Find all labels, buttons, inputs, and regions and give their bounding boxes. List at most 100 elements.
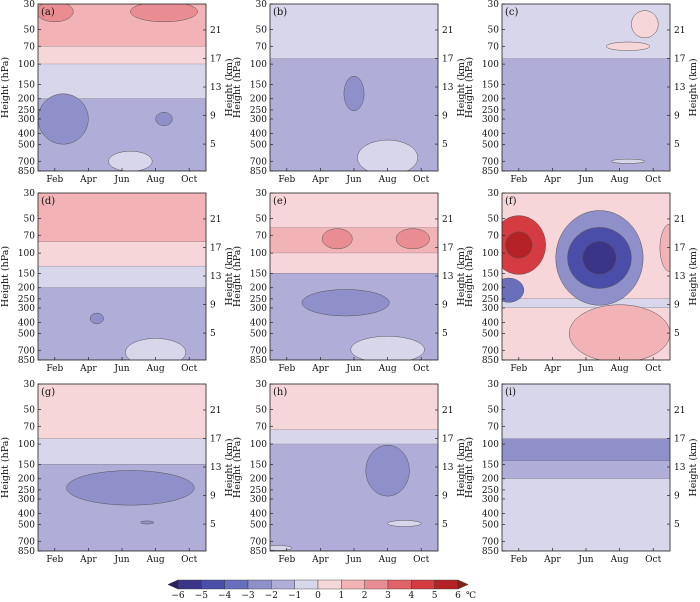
y-tick-label: 500 xyxy=(482,330,499,340)
y-tick-label: 200 xyxy=(18,475,35,485)
y2-tick-label: 21 xyxy=(442,215,453,225)
panel-label: (d) xyxy=(41,196,55,207)
contour-region xyxy=(108,150,153,171)
y-axis-title: Height (hPa) xyxy=(232,57,243,118)
plot-area xyxy=(38,384,206,551)
y-tick-label: 250 xyxy=(250,486,267,496)
x-tick-label: Jun xyxy=(577,175,593,185)
x-tick-label: Aug xyxy=(378,364,397,374)
y-tick-label: 150 xyxy=(250,80,267,90)
y-tick-label: 70 xyxy=(488,42,500,52)
y-tick-label: 50 xyxy=(488,26,500,36)
y-tick-label: 30 xyxy=(488,380,500,390)
contour-band xyxy=(502,384,670,439)
x-tick-label: Aug xyxy=(610,175,629,185)
colorbar-label: 0 xyxy=(315,591,321,601)
colorbar-swatch xyxy=(411,579,435,590)
y-tick-label: 100 xyxy=(250,249,267,259)
plot-area xyxy=(502,4,670,171)
contour-region xyxy=(568,304,670,360)
x-tick-label: Oct xyxy=(645,364,661,374)
contour-region xyxy=(38,4,74,23)
y-tick-label: 400 xyxy=(482,318,499,328)
y-tick-label: 200 xyxy=(18,284,35,294)
y-tick-label: 850 xyxy=(18,547,35,557)
y-tick-label: 200 xyxy=(250,95,267,105)
y2-tick-label: 13 xyxy=(210,463,222,473)
colorbar-unit: ℃ xyxy=(466,591,476,601)
y-tick-label: 30 xyxy=(488,0,500,10)
colorbar-swatch xyxy=(294,579,319,590)
contour-band xyxy=(38,241,206,267)
y2-axis-title: Height (km) xyxy=(688,438,699,496)
y-tick-label: 250 xyxy=(250,106,267,116)
y-tick-label: 400 xyxy=(18,318,35,328)
y-tick-label: 150 xyxy=(482,460,499,470)
panel-label: (a) xyxy=(41,7,55,18)
y-tick-label: 850 xyxy=(250,167,267,177)
y-tick-label: 300 xyxy=(18,304,35,314)
y-tick-label: 850 xyxy=(18,167,35,177)
y-tick-label: 150 xyxy=(482,269,499,279)
contour-region xyxy=(89,312,104,325)
contour-region xyxy=(582,241,617,275)
y-tick-label: 100 xyxy=(250,440,267,450)
x-tick-label: Oct xyxy=(413,555,429,565)
y2-axis-title: Height (km) xyxy=(456,438,467,496)
y2-tick-label: 5 xyxy=(674,140,680,150)
y2-tick-label: 21 xyxy=(674,406,685,416)
y-tick-label: 30 xyxy=(24,0,36,10)
y2-tick-label: 13 xyxy=(442,463,454,473)
y-axis-title: Height (hPa) xyxy=(0,246,11,307)
y-tick-label: 500 xyxy=(482,521,499,531)
contour-region xyxy=(357,139,419,171)
y2-axis-title: Height (km) xyxy=(224,438,235,496)
contour-region xyxy=(502,277,525,303)
y2-tick-label: 21 xyxy=(442,406,453,416)
x-tick-label: Jun xyxy=(345,555,361,565)
contour-region xyxy=(610,158,646,164)
y2-tick-label: 13 xyxy=(210,272,222,282)
y2-axis-title: Height (km) xyxy=(456,247,467,305)
y-tick-label: 70 xyxy=(256,231,268,241)
y-tick-label: 30 xyxy=(24,189,36,199)
y-axis-title: Height (hPa) xyxy=(464,246,475,307)
colorbar-label: −2 xyxy=(265,591,278,601)
plot-area xyxy=(502,384,670,551)
x-tick-label: Apr xyxy=(543,175,561,185)
colorbar-swatch xyxy=(224,579,249,590)
y2-tick-label: 5 xyxy=(210,140,216,150)
x-tick-label: Feb xyxy=(278,175,295,185)
y-tick-label: 700 xyxy=(482,346,499,356)
y-tick-label: 250 xyxy=(18,295,35,305)
y-tick-label: 500 xyxy=(250,141,267,151)
y-tick-label: 100 xyxy=(18,440,35,450)
contour-band xyxy=(270,253,438,274)
contour-region xyxy=(631,10,659,39)
x-tick-label: Feb xyxy=(510,175,527,185)
colorbar-swatch xyxy=(341,579,365,590)
y-tick-label: 100 xyxy=(18,60,35,70)
contour-region xyxy=(130,4,198,23)
x-tick-label: Apr xyxy=(543,555,561,565)
x-tick-label: Aug xyxy=(146,175,165,185)
y-tick-label: 850 xyxy=(250,547,267,557)
colorbar-swatch xyxy=(271,579,295,590)
contour-band xyxy=(502,438,670,461)
y-tick-label: 400 xyxy=(250,318,267,328)
y-tick-label: 850 xyxy=(250,356,267,366)
y-tick-label: 400 xyxy=(482,129,499,139)
y-tick-label: 70 xyxy=(24,422,36,432)
y-tick-label: 700 xyxy=(250,157,267,167)
y-tick-label: 30 xyxy=(488,189,500,199)
y2-tick-label: 21 xyxy=(210,215,221,225)
colorbar-label: −6 xyxy=(171,591,185,601)
x-tick-label: Jun xyxy=(113,175,129,185)
x-tick-label: Aug xyxy=(610,364,629,374)
panel-label: (e) xyxy=(273,196,287,207)
contour-band xyxy=(270,444,438,551)
y2-tick-label: 13 xyxy=(674,272,686,282)
y-tick-label: 300 xyxy=(18,115,35,125)
